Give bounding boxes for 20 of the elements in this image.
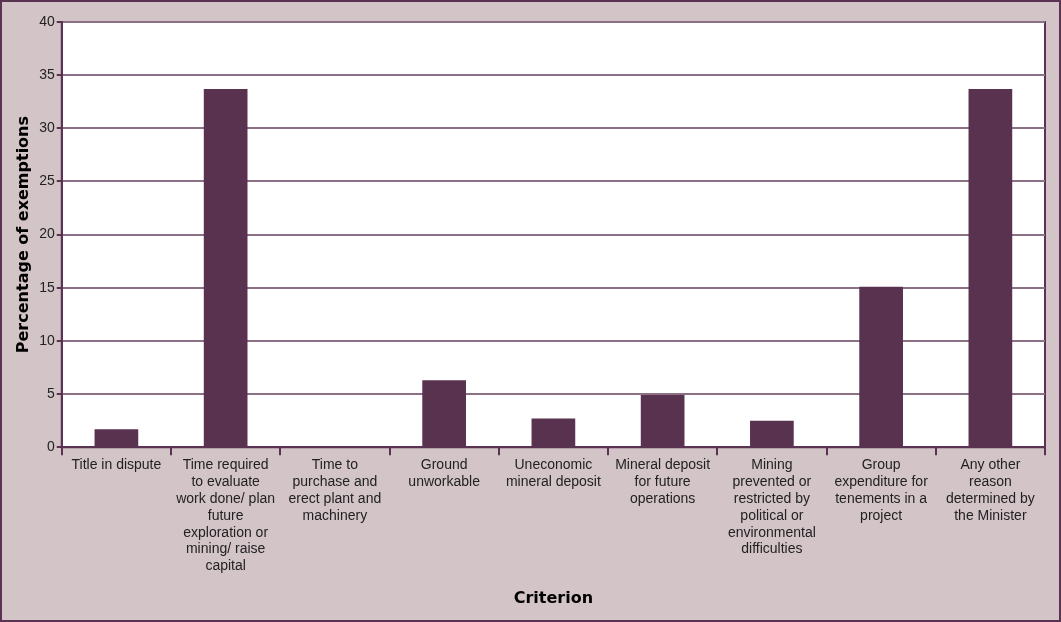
- y-tick-label: 15: [39, 278, 55, 295]
- x-tick-label: Time to purchase and erect plant and machinery: [288, 456, 382, 523]
- x-axis-title: Criterion: [513, 587, 594, 607]
- y-axis-title: Percentage of exemptions: [12, 115, 32, 354]
- x-tick-label: Title in dispute: [71, 456, 162, 473]
- y-tick-label: 10: [39, 331, 55, 348]
- y-tick-label: 30: [39, 119, 55, 136]
- x-tick-label: Any other reason determined by the Minister: [946, 456, 1035, 523]
- x-tick-label: Uneconomic mineral deposit: [505, 456, 601, 490]
- x-tick-label: Group expenditure for tenements in a project: [834, 456, 929, 523]
- y-tick-label: 25: [39, 172, 55, 189]
- y-tick-label: 5: [46, 384, 55, 401]
- x-tick-label: Mining prevented or restricted by political or environmental difficulties: [727, 456, 816, 557]
- y-tick-label: 0: [46, 438, 55, 455]
- x-tick-label: Mineral deposit for future operations: [615, 456, 711, 507]
- x-tick-label: Time required to evaluate work done/ plan future exploration or mining/ raise capital: [175, 456, 276, 574]
- x-tick-label: Ground unworkable: [408, 456, 481, 490]
- y-tick-label: 35: [39, 66, 55, 83]
- y-tick-label: 20: [39, 225, 55, 242]
- y-tick-label: 40: [39, 12, 55, 29]
